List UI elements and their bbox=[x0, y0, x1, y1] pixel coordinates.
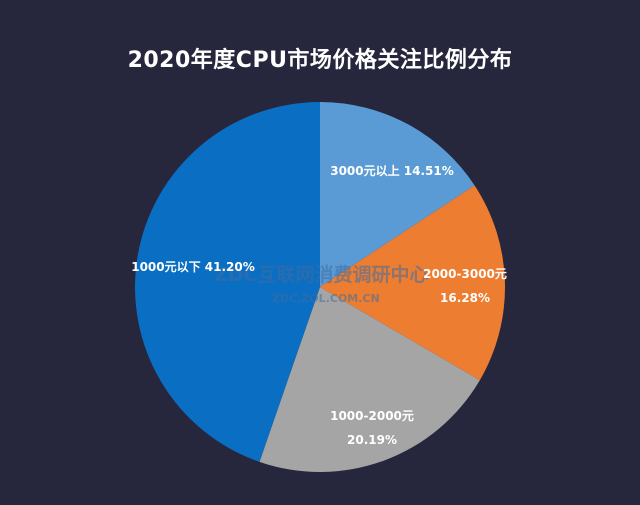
slice-value-label: 20.19% bbox=[347, 433, 397, 447]
pie-labels: 3000元以上 14.51% 2000-3000元 16.28% 1000-2000元… bbox=[131, 163, 507, 447]
pie-slice bbox=[320, 102, 475, 287]
slice-label: 1000元以下 41.20% bbox=[131, 260, 255, 274]
pie-slice bbox=[320, 185, 506, 381]
slice-value-label: 16.28% bbox=[440, 291, 490, 305]
watermark-main: ZDC互联网消费调研中心 bbox=[214, 263, 429, 286]
watermark-sub: ZDC.ZOL.COM.CN bbox=[272, 292, 380, 305]
pie-slice bbox=[134, 102, 320, 462]
pie-slices bbox=[134, 102, 506, 473]
slice-label: 1000-2000元 bbox=[330, 409, 414, 423]
slice-label: 2000-3000元 bbox=[423, 267, 507, 281]
slice-label: 3000元以上 14.51% bbox=[330, 163, 454, 178]
chart-title: 2020年度CPU市场价格关注比例分布 bbox=[127, 48, 513, 73]
watermark: ZDC互联网消费调研中心 ZDC.ZOL.COM.CN bbox=[214, 263, 429, 305]
pie-slice bbox=[259, 287, 480, 473]
